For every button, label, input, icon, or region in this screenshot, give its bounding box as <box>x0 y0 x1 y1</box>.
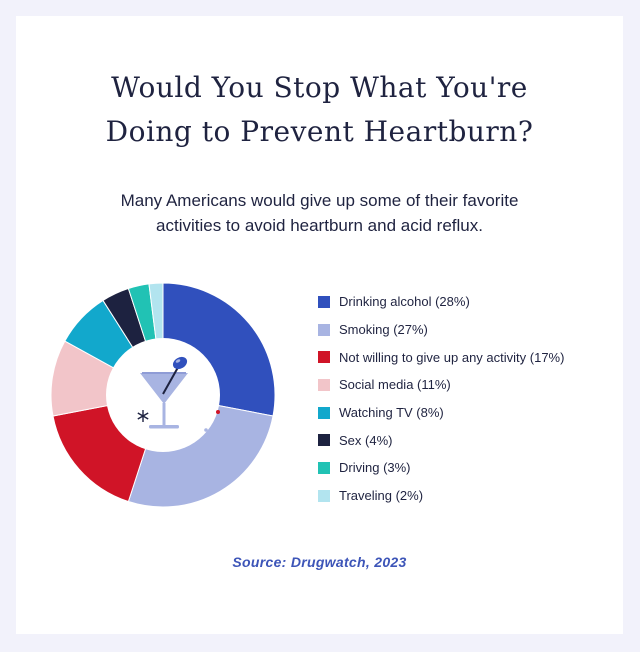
legend-swatch <box>318 461 330 474</box>
legend-item: Driving (3%) <box>318 454 564 482</box>
legend-label: Driving (3%) <box>339 460 411 476</box>
red-dot-decoration <box>216 410 220 414</box>
chart-subtitle: Many Americans would give up some of the… <box>120 191 519 235</box>
legend-swatch <box>318 406 330 419</box>
legend-label: Traveling (2%) <box>339 488 424 504</box>
chart-title: Would You Stop What You're Doing to Prev… <box>105 71 534 148</box>
legend-item: Social media (11%) <box>318 371 564 399</box>
donut-chart <box>50 282 276 508</box>
legend-item: Smoking (27%) <box>318 316 564 344</box>
legend-swatch <box>318 489 330 502</box>
legend-label: Watching TV (8%) <box>339 405 444 421</box>
legend-label: Drinking alcohol (28%) <box>339 294 470 310</box>
legend-swatch <box>318 323 330 336</box>
legend-swatch <box>318 434 330 447</box>
martini-glass-icon <box>140 356 188 429</box>
legend-item: Drinking alcohol (28%) <box>318 288 564 316</box>
legend-label: Sex (4%) <box>339 432 393 448</box>
legend-swatch <box>318 351 330 364</box>
legend-label: Smoking (27%) <box>339 322 428 338</box>
legend-item: Watching TV (8%) <box>318 399 564 427</box>
sparkle-icon <box>137 410 149 422</box>
legend-item: Traveling (2%) <box>318 482 564 510</box>
legend-item: Sex (4%) <box>318 426 564 454</box>
legend-label: Social media (11%) <box>339 377 451 393</box>
legend-swatch <box>318 378 330 391</box>
infographic-card: Would You Stop What You're Doing to Prev… <box>16 16 623 634</box>
blue-dot-decoration <box>204 428 208 432</box>
legend-swatch <box>318 295 330 308</box>
legend-label: Not willing to give up any activity (17%… <box>339 349 565 365</box>
source-note: Source: Drugwatch, 2023 <box>232 554 407 570</box>
legend-item: Not willing to give up any activity (17%… <box>318 343 564 371</box>
chart-legend: Drinking alcohol (28%) Smoking (27%) Not w… <box>318 288 564 510</box>
